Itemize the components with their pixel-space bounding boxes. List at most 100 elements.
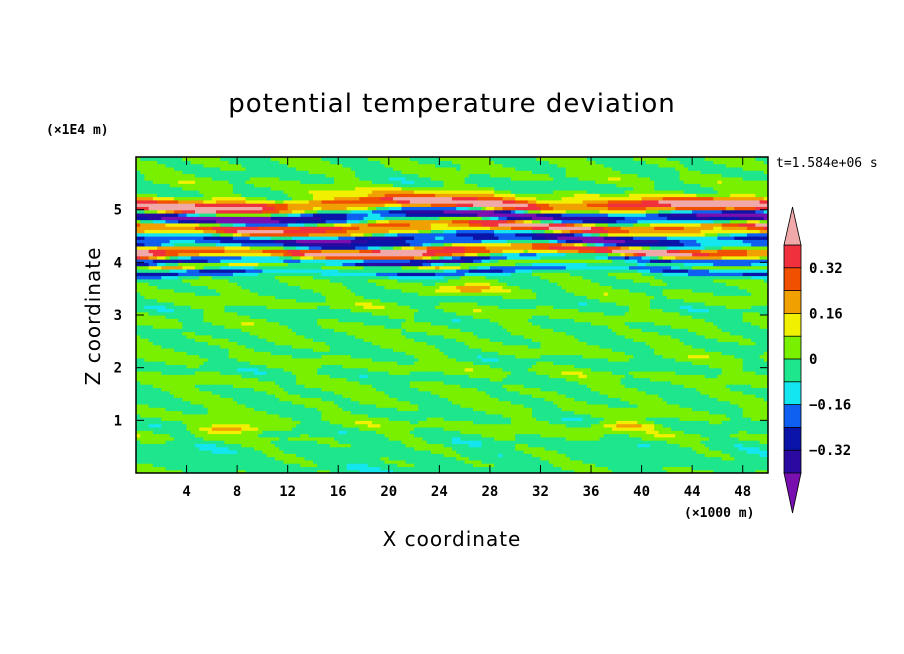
heatmap-cell [262, 459, 268, 464]
heatmap-cell [477, 400, 483, 405]
heatmap-cell [207, 387, 213, 392]
heatmap-cell [506, 407, 512, 412]
heatmap-cell [270, 417, 276, 421]
heatmap-cell [628, 440, 634, 444]
heatmap-cell [548, 433, 554, 438]
heatmap-cell [430, 370, 436, 375]
heatmap-cell [641, 410, 647, 415]
heatmap-cell [426, 370, 432, 375]
heatmap-cell [393, 384, 398, 389]
heatmap-cell [473, 443, 478, 448]
heatmap-cell [253, 400, 259, 405]
heatmap-cell [586, 374, 592, 379]
heatmap-cell [173, 440, 179, 444]
heatmap-cell [182, 443, 188, 448]
heatmap-cell [262, 374, 268, 379]
heatmap-cell [637, 390, 643, 395]
heatmap-cell [510, 407, 516, 412]
heatmap-cell [473, 400, 478, 405]
heatmap-cell [136, 449, 141, 454]
heatmap-cell [312, 413, 318, 418]
heatmap-cell [464, 407, 470, 412]
heatmap-cell [371, 426, 377, 431]
heatmap-cell [409, 433, 415, 438]
heatmap-cell [452, 459, 457, 464]
heatmap-cell [599, 430, 605, 435]
heatmap-cell [725, 449, 731, 454]
heatmap-cell [296, 430, 301, 435]
heatmap-cell [746, 423, 752, 428]
heatmap-cell [409, 374, 415, 379]
heatmap-cell [738, 430, 744, 435]
heatmap-cell [388, 417, 394, 421]
heatmap-cell [730, 380, 735, 385]
heatmap-cell [178, 380, 183, 385]
heatmap-cell [228, 420, 234, 425]
heatmap-cell [553, 377, 558, 382]
heatmap-cell [536, 430, 542, 435]
heatmap-cell [645, 387, 651, 392]
heatmap-cell [557, 367, 563, 372]
heatmap-cell [456, 410, 462, 415]
heatmap-cell [220, 463, 226, 468]
heatmap-cell [178, 413, 183, 418]
heatmap-cell [755, 423, 761, 428]
heatmap-cell [317, 417, 322, 421]
heatmap-cell [763, 466, 768, 471]
heatmap-cell [468, 443, 474, 448]
heatmap-cell [287, 390, 293, 395]
heatmap-cell [237, 384, 242, 389]
heatmap-cell [376, 397, 381, 402]
heatmap-cell [418, 433, 424, 438]
heatmap-cell [721, 394, 727, 398]
heatmap-cell [510, 420, 516, 425]
heatmap-cell [388, 430, 394, 435]
heatmap-cell [561, 400, 567, 405]
heatmap-cell [561, 390, 567, 395]
heatmap-cell [405, 377, 411, 382]
heatmap-cell [237, 433, 242, 438]
heatmap-cell [654, 394, 660, 398]
heatmap-cell [578, 407, 584, 412]
heatmap-cell [515, 433, 521, 438]
heatmap-cell [304, 456, 310, 461]
heatmap-cell [359, 433, 365, 438]
heatmap-cell [536, 377, 542, 382]
heatmap-cell [544, 469, 550, 473]
heatmap-cell [523, 433, 529, 438]
heatmap-cell [216, 394, 221, 398]
heatmap-cell [666, 453, 672, 458]
heatmap-cell [329, 410, 335, 415]
heatmap-cell [443, 397, 449, 402]
heatmap-cell [717, 436, 723, 441]
heatmap-cell [641, 390, 647, 395]
heatmap-cell [287, 361, 293, 365]
heatmap-cell [759, 426, 765, 431]
heatmap-cell [173, 387, 179, 392]
heatmap-cell [633, 387, 638, 392]
heatmap-cell [565, 420, 571, 425]
heatmap-cell [515, 407, 521, 412]
heatmap-cell [553, 384, 558, 389]
heatmap-cell [270, 469, 276, 473]
heatmap-cell [713, 466, 719, 471]
heatmap-cell [666, 466, 672, 471]
heatmap-cell [717, 370, 723, 375]
heatmap-cell [654, 453, 660, 458]
heatmap-cell [152, 394, 158, 398]
heatmap-cell [253, 394, 259, 398]
heatmap-cell [312, 420, 318, 425]
heatmap-cell [443, 426, 449, 431]
heatmap-cell [489, 440, 495, 444]
heatmap-cell [346, 380, 352, 385]
heatmap-cell [148, 436, 154, 441]
heatmap-cell [721, 459, 727, 464]
heatmap-cell [409, 410, 415, 415]
heatmap-cell [283, 469, 289, 473]
heatmap-cell [312, 407, 318, 412]
heatmap-cell [401, 407, 407, 412]
heatmap-cell [397, 453, 403, 458]
heatmap-cell [645, 463, 651, 468]
heatmap-cell [662, 407, 668, 412]
heatmap-cell [746, 397, 752, 402]
